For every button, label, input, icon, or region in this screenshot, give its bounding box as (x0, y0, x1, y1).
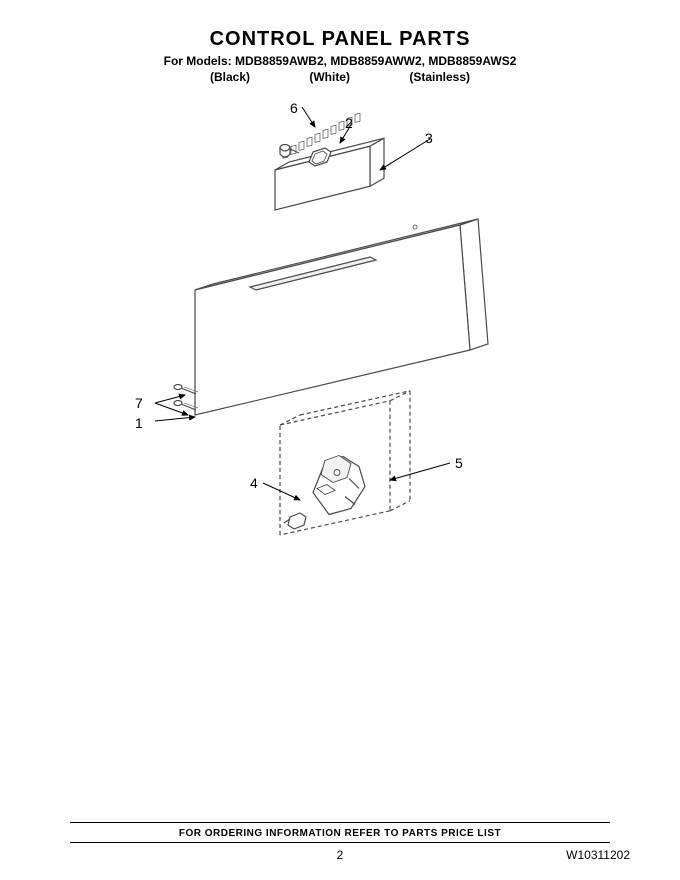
page: CONTROL PANEL PARTS For Models: MDB8859A… (0, 0, 680, 880)
doc-number: W10311202 (566, 848, 630, 862)
callout-1: 1 (135, 415, 143, 431)
callout-4: 4 (250, 475, 258, 491)
models-line: For Models: MDB8859AWB2, MDB8859AWW2, MD… (0, 54, 680, 68)
models-list: MDB8859AWB2, MDB8859AWW2, MDB8859AWS2 (235, 54, 516, 68)
callout-3: 3 (425, 130, 433, 146)
finish-stainless: (Stainless) (409, 70, 470, 84)
finish-black: (Black) (210, 70, 250, 84)
callout-5: 5 (455, 455, 463, 471)
callout-7: 7 (135, 395, 143, 411)
footer-rule-bottom (70, 842, 610, 843)
exploded-diagram: 1 2 3 4 5 6 7 (100, 95, 580, 655)
finishes-line: (Black) (White) (Stainless) (0, 70, 680, 84)
finish-white: (White) (309, 70, 350, 84)
page-title: CONTROL PANEL PARTS (0, 28, 680, 51)
footer-rule-top (70, 822, 610, 823)
callout-6: 6 (290, 100, 298, 116)
footer-text: FOR ORDERING INFORMATION REFER TO PARTS … (0, 828, 680, 839)
diagram-svg (100, 95, 580, 655)
callout-2: 2 (345, 115, 353, 131)
models-prefix: For Models: (164, 54, 232, 68)
